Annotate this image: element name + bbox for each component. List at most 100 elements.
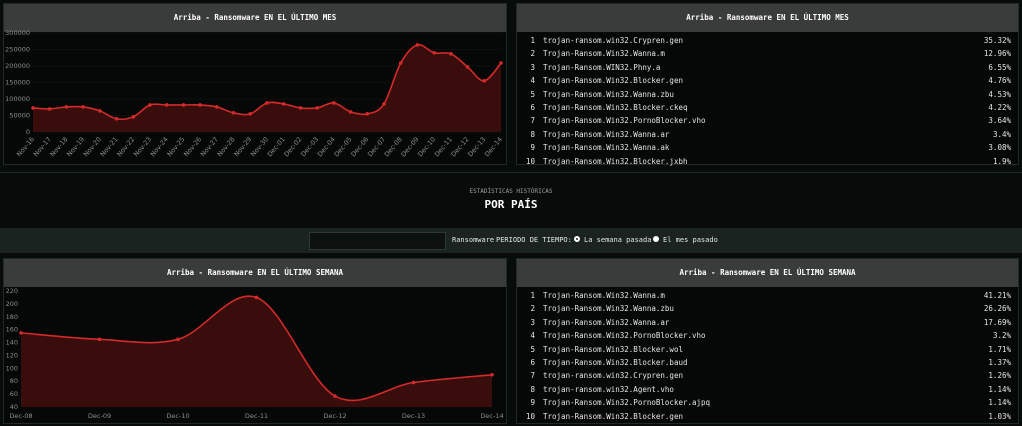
point bbox=[114, 117, 119, 121]
search-input[interactable] bbox=[309, 232, 446, 250]
y-tick-label: 40 bbox=[10, 403, 18, 411]
chart-panel: Arriba - Ransomware EN EL ÚLTIMO MES 0 50… bbox=[3, 3, 507, 165]
filter-bar: Ransomware PERIODO DE TIEMPO: La semana … bbox=[0, 228, 1022, 253]
name: Trojan-Ransom.Win32.PornoBlocker.vho bbox=[543, 116, 706, 126]
area bbox=[21, 296, 492, 407]
table-row: 5 Trojan-Ransom.Win32.Wanna.zbu 4.53% bbox=[525, 88, 1011, 101]
table-row: 3 Trojan-Ransom.WIN32.Phny.a 6.55% bbox=[525, 61, 1011, 74]
name: Trojan-Ransom.Win32.Wanna.m bbox=[543, 291, 665, 300]
radio[interactable] bbox=[653, 236, 659, 242]
y-tick-label: 60 bbox=[10, 390, 18, 398]
table-row: 7 trojan-ransom.win32.Crypren.gen 1.26% bbox=[525, 369, 1011, 382]
point bbox=[490, 372, 494, 377]
table-row: 2 Trojan-Ransom.Win32.Wanna.m 12.96% bbox=[525, 47, 1011, 60]
radio-label[interactable]: La semana pasada bbox=[584, 236, 652, 244]
percent: 41.21% bbox=[983, 291, 1011, 300]
rank: 9 bbox=[530, 143, 535, 153]
section-title: POR PAÍS bbox=[484, 198, 538, 211]
point bbox=[365, 112, 370, 116]
x-tick-label: Dec-09 bbox=[88, 412, 111, 420]
table-row: 4 Trojan-Ransom.Win32.Blocker.gen 4.76% bbox=[525, 74, 1011, 87]
percent: 4.22% bbox=[988, 103, 1011, 112]
rank: 9 bbox=[530, 398, 535, 408]
rank: 10 bbox=[525, 156, 535, 166]
rank: 6 bbox=[530, 358, 535, 367]
panel-title: Arriba - Ransomware EN EL ÚLTIMO SEMANA bbox=[4, 259, 506, 287]
rank: 4 bbox=[530, 331, 535, 341]
percent: 4.76% bbox=[988, 76, 1011, 86]
rank: 7 bbox=[530, 371, 535, 381]
point bbox=[98, 109, 102, 113]
point bbox=[181, 103, 186, 107]
panel-title: Arriba - Ransomware EN EL ÚLTIMO MES bbox=[4, 4, 506, 32]
percent: 3.08% bbox=[988, 143, 1011, 153]
point bbox=[81, 105, 85, 109]
percent: 1.9% bbox=[992, 156, 1011, 166]
point bbox=[248, 112, 253, 116]
rank: 3 bbox=[530, 62, 535, 72]
percent: 1.14% bbox=[988, 398, 1011, 408]
table-row: 3 Trojan-Ransom.Win32.Wanna.ar 17.69% bbox=[525, 316, 1011, 329]
name: Trojan-Ransom.WIN32.Phny.a bbox=[543, 62, 661, 72]
rank: 4 bbox=[530, 76, 535, 86]
point bbox=[332, 101, 336, 105]
point bbox=[176, 337, 180, 342]
x-tick-label: Dec-14 bbox=[480, 412, 503, 420]
name: Trojan-Ransom.Win32.Blocker.jxbh bbox=[543, 156, 688, 166]
rank: 8 bbox=[530, 129, 535, 139]
y-tick-label: 250000 bbox=[5, 46, 30, 54]
point bbox=[254, 295, 259, 300]
section-header: ESTADÍSTICAS HISTÓRICAS POR PAÍS bbox=[0, 172, 1022, 227]
table-row: 6 Trojan-Ransom.Win32.Blocker.baud 1.37% bbox=[525, 356, 1011, 369]
rank: 2 bbox=[530, 49, 535, 59]
rank: 5 bbox=[530, 89, 535, 99]
y-tick-label: 0 bbox=[26, 128, 30, 136]
point bbox=[298, 106, 303, 110]
name: Trojan-Ransom.Win32.PornoBlocker.ajpq bbox=[543, 398, 711, 408]
y-tick-label: 220 bbox=[6, 287, 18, 295]
point bbox=[231, 111, 236, 115]
y-tick-label: 150000 bbox=[5, 79, 30, 87]
table-row: 9 Trojan-Ransom.Win32.PornoBlocker.ajpq 1.… bbox=[525, 396, 1011, 409]
percent: 3.4% bbox=[992, 129, 1011, 139]
y-tick-label: 100000 bbox=[5, 95, 30, 103]
point bbox=[398, 61, 403, 65]
percent: 35.32% bbox=[983, 36, 1011, 45]
table-panel: Arriba - Ransomware EN EL ÚLTIMO MES 1 tr… bbox=[516, 3, 1019, 166]
name: Trojan-Ransom.Win32.Blocker.baud bbox=[543, 358, 688, 367]
y-tick-label: 180 bbox=[6, 313, 18, 321]
point bbox=[19, 331, 23, 335]
point bbox=[31, 106, 35, 110]
table-row: 9 Trojan-Ransom.Win32.Wanna.ak 3.08% bbox=[525, 141, 1011, 154]
table-row: 7 Trojan-Ransom.Win32.PornoBlocker.vho 3.6… bbox=[525, 114, 1011, 127]
point bbox=[131, 115, 136, 119]
percent: 17.69% bbox=[983, 317, 1011, 327]
radio-checked[interactable] bbox=[574, 236, 580, 242]
x-tick-label: Dec-11 bbox=[245, 412, 268, 420]
y-tick-label: 160 bbox=[6, 326, 18, 334]
chart-panel: Arriba - Ransomware EN EL ÚLTIMO SEMANA … bbox=[3, 258, 507, 424]
table-row: 2 Trojan-Ransom.Win32.Wanna.zbu 26.26% bbox=[525, 302, 1011, 315]
table-row: 8 Trojan-Ransom.Win32.Wanna.ar 3.4% bbox=[525, 128, 1011, 141]
area bbox=[33, 44, 501, 133]
radio-label[interactable]: El mes pasado bbox=[663, 236, 718, 244]
x-tick-label: Dec-13 bbox=[402, 412, 425, 420]
point bbox=[164, 103, 169, 107]
rank: 8 bbox=[530, 384, 535, 394]
x-tick-label: Dec-12 bbox=[323, 412, 346, 420]
point bbox=[281, 102, 286, 106]
x-tick-label: Dec-08 bbox=[9, 412, 32, 420]
chart: 40 60 80 100 120 140 160 180 200 220 Dec-08 Dec-09 D… bbox=[6, 287, 504, 420]
rank: 2 bbox=[530, 304, 535, 314]
category-label[interactable]: Ransomware bbox=[452, 236, 495, 244]
y-tick-label: 300000 bbox=[5, 29, 30, 37]
name: trojan-ransom.win32.Crypren.gen bbox=[543, 36, 683, 45]
name: trojan-ransom.win32.Crypren.gen bbox=[543, 371, 683, 381]
period-label: PERIODO DE TIEMPO: bbox=[496, 236, 572, 244]
rank: 6 bbox=[530, 103, 535, 112]
rank: 5 bbox=[530, 344, 535, 354]
table-row: 8 trojan-ransom.win32.Agent.vho 1.14% bbox=[525, 383, 1011, 396]
y-tick-label: 200000 bbox=[5, 62, 30, 70]
table-row: 1 trojan-ransom.win32.Crypren.gen 35.32% bbox=[525, 34, 1011, 47]
